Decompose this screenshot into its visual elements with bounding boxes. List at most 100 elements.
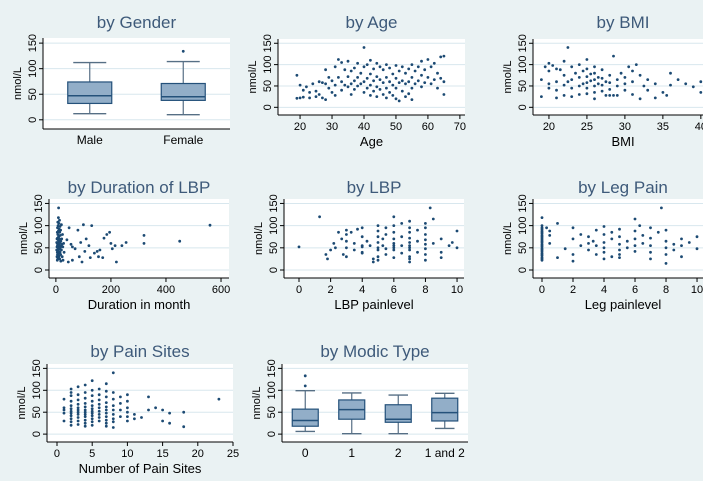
data-point: [649, 236, 652, 240]
data-point: [392, 237, 396, 241]
data-point: [649, 257, 652, 261]
data-point: [352, 248, 356, 252]
x-tick-label: 15: [156, 448, 168, 460]
data-point: [555, 80, 558, 84]
data-point: [69, 420, 73, 424]
data-point: [615, 84, 619, 88]
data-point: [340, 61, 343, 64]
box-plot: [431, 392, 459, 430]
data-point: [408, 248, 411, 252]
data-point: [69, 417, 73, 421]
data-point: [369, 94, 372, 97]
data-point: [295, 96, 299, 100]
data-point: [345, 233, 348, 236]
data-point: [436, 71, 439, 75]
data-point: [115, 260, 118, 264]
x-tick-label: 20: [294, 121, 306, 133]
category-label: 1 and 2: [425, 446, 465, 460]
data-point: [375, 75, 379, 78]
data-point: [548, 229, 552, 233]
data-point: [420, 85, 423, 89]
data-point: [376, 255, 380, 259]
grid: [533, 202, 703, 271]
data-point: [333, 94, 337, 97]
data-point: [555, 67, 558, 71]
data-point: [408, 244, 411, 248]
data-point: [168, 411, 172, 415]
data-point: [346, 85, 350, 89]
data-point: [133, 413, 136, 416]
data-point: [602, 257, 606, 261]
data-point: [90, 399, 94, 403]
data-point: [408, 257, 411, 261]
data-point: [447, 244, 451, 248]
data-point: [126, 399, 129, 403]
data-point: [61, 233, 64, 236]
data-point: [413, 82, 417, 86]
x-tick-label: 10: [121, 448, 133, 460]
data-point: [429, 82, 433, 86]
data-point: [182, 410, 186, 414]
data-point: [90, 224, 94, 228]
data-point: [424, 233, 427, 236]
box-plot: [160, 49, 206, 116]
data-point: [95, 250, 99, 253]
plot-area: [278, 39, 465, 115]
data-point: [397, 99, 401, 103]
y-tick-label: 150: [262, 34, 274, 52]
data-point: [58, 257, 62, 261]
data-point: [371, 257, 375, 261]
data-point: [429, 65, 433, 69]
x-tick-label: 70: [454, 121, 466, 133]
data-point: [612, 54, 615, 58]
data-point: [631, 93, 634, 96]
data-point: [408, 230, 411, 234]
data-point: [695, 247, 699, 251]
data-point: [362, 65, 366, 69]
data-point: [298, 83, 302, 87]
y-axis-title: nmol/L: [502, 60, 514, 93]
data-point: [73, 247, 77, 251]
y-tick-label: 100: [517, 55, 529, 73]
data-point: [324, 68, 327, 72]
y-tick-label: 100: [268, 216, 280, 234]
data-point: [378, 78, 382, 81]
data-point: [133, 417, 136, 421]
data-point: [295, 73, 299, 77]
data-point: [400, 235, 404, 239]
data-point: [111, 413, 115, 416]
data-point: [619, 71, 623, 75]
data-point: [408, 241, 411, 244]
points-group: [540, 206, 699, 265]
data-point: [410, 86, 414, 90]
data-point: [424, 226, 427, 230]
data-point: [332, 242, 336, 245]
data-point: [90, 394, 94, 397]
data-point: [385, 76, 388, 79]
data-point: [420, 73, 423, 77]
data-point: [147, 395, 150, 399]
data-point: [551, 64, 555, 67]
chart-by-gender: 0 50 100 150 nmol/L by Gender Male Female: [12, 13, 230, 147]
data-point: [375, 61, 379, 65]
x-axis-title: Number of Pain Sites: [79, 461, 202, 476]
data-point: [600, 83, 604, 87]
data-point: [577, 76, 581, 79]
box-rect: [431, 397, 459, 422]
y-tick-label: 150: [517, 194, 529, 212]
data-point: [83, 383, 87, 387]
data-point: [391, 72, 395, 76]
data-point: [65, 238, 69, 242]
data-point: [69, 399, 73, 403]
data-point: [594, 253, 598, 256]
data-point: [90, 404, 94, 407]
data-point: [69, 414, 73, 418]
data-point: [570, 78, 574, 81]
data-point: [555, 96, 558, 100]
plot-area: [49, 199, 229, 278]
data-point: [111, 397, 115, 401]
data-point: [140, 416, 143, 419]
